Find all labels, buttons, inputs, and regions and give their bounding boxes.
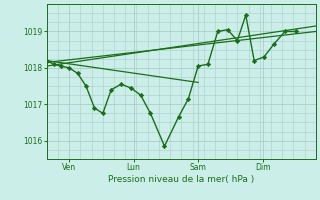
X-axis label: Pression niveau de la mer( hPa ): Pression niveau de la mer( hPa ) [108,175,254,184]
